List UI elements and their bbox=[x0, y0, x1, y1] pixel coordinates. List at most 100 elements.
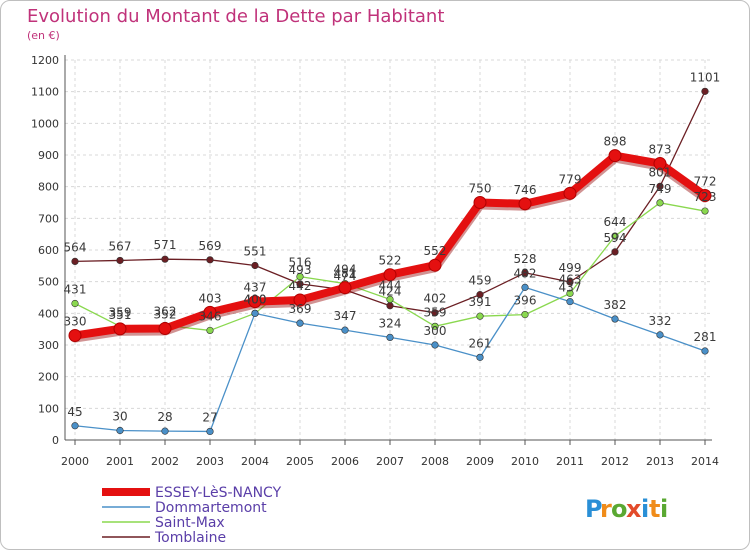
data-label: 474 bbox=[334, 269, 357, 283]
data-label: 898 bbox=[604, 135, 627, 149]
y-tick-label: 100 bbox=[38, 402, 59, 415]
data-point bbox=[521, 283, 529, 291]
data-point bbox=[296, 273, 304, 281]
logo-letter: t bbox=[649, 495, 660, 523]
data-point bbox=[701, 207, 709, 215]
x-tick-label: 2006 bbox=[331, 455, 359, 468]
data-label: 494 bbox=[334, 263, 357, 277]
data-point bbox=[611, 232, 619, 240]
data-point bbox=[161, 427, 169, 435]
data-label: 463 bbox=[559, 272, 582, 286]
logo-letter: x bbox=[626, 495, 642, 523]
data-label: 552 bbox=[424, 244, 447, 258]
data-point bbox=[68, 329, 82, 342]
x-tick-label: 2001 bbox=[106, 455, 134, 468]
chart-title: Evolution du Montant de la Dette par Hab… bbox=[27, 6, 444, 27]
series-layer bbox=[68, 87, 712, 436]
y-tick-label: 400 bbox=[38, 307, 59, 320]
data-point bbox=[116, 426, 124, 435]
y-tick-label: 200 bbox=[38, 371, 59, 384]
data-label: 424 bbox=[379, 285, 402, 299]
data-point bbox=[386, 295, 394, 304]
data-label: 493 bbox=[289, 263, 312, 277]
data-point bbox=[698, 189, 712, 203]
data-label: 723 bbox=[694, 190, 717, 204]
data-point bbox=[566, 289, 574, 297]
data-label: 359 bbox=[109, 305, 132, 319]
legend-label-tomblaine: Tomblaine bbox=[154, 530, 226, 546]
data-point bbox=[71, 299, 79, 308]
data-label: 346 bbox=[199, 309, 222, 323]
data-label: 351 bbox=[109, 308, 132, 322]
data-label: 27 bbox=[202, 410, 217, 424]
proxiti-logo: Pr ox i t i bbox=[585, 495, 668, 523]
x-tick-label: 2007 bbox=[376, 455, 404, 468]
x-tick-label: 2008 bbox=[421, 455, 449, 468]
y-tick-label: 900 bbox=[38, 149, 59, 162]
data-point bbox=[113, 322, 127, 336]
data-label: 551 bbox=[244, 245, 267, 259]
data-point bbox=[473, 196, 487, 209]
x-tick-label: 2011 bbox=[556, 455, 584, 468]
data-point bbox=[656, 199, 664, 207]
data-label: 330 bbox=[64, 315, 87, 329]
data-point bbox=[563, 186, 577, 200]
axes: 0 100 200 300 400 500 600 700 800 900 1000 1100 1200… bbox=[31, 54, 719, 468]
data-label: 444 bbox=[379, 278, 402, 292]
data-label: 369 bbox=[289, 302, 312, 316]
data-label: 400 bbox=[244, 292, 267, 306]
data-label: 528 bbox=[514, 252, 537, 266]
data-label: 481 bbox=[334, 267, 357, 281]
data-label: 569 bbox=[199, 239, 222, 253]
data-point bbox=[386, 302, 394, 310]
logo-letter: o bbox=[611, 495, 628, 523]
data-point bbox=[428, 258, 442, 272]
data-point bbox=[611, 315, 619, 323]
data-label: 261 bbox=[469, 336, 492, 350]
data-label: 437 bbox=[244, 281, 267, 295]
data-label: 400 bbox=[244, 292, 267, 306]
data-point bbox=[653, 157, 667, 171]
data-point bbox=[608, 149, 622, 163]
data-point bbox=[656, 182, 664, 190]
data-label: 352 bbox=[154, 308, 177, 322]
data-point bbox=[116, 256, 124, 265]
data-point bbox=[251, 309, 259, 317]
data-label: 746 bbox=[514, 183, 537, 197]
data-label: 45 bbox=[67, 405, 82, 419]
legend-label-saint-max: Saint-Max bbox=[155, 515, 225, 531]
y-tick-label: 500 bbox=[38, 276, 59, 289]
data-label: 644 bbox=[604, 215, 627, 229]
series-essey-l-s-nancy bbox=[68, 149, 712, 343]
y-unit-label: (en €) bbox=[27, 29, 60, 42]
data-label: 300 bbox=[424, 324, 447, 338]
data-point bbox=[566, 278, 574, 286]
data-point bbox=[431, 322, 439, 330]
data-label: 347 bbox=[334, 309, 357, 323]
data-label: 437 bbox=[559, 281, 582, 295]
data-point bbox=[476, 353, 484, 361]
data-labels: 564 567 571 569 551 493 474 424 402 459 528 499 594 8… bbox=[64, 70, 721, 424]
data-label: 594 bbox=[604, 231, 627, 245]
data-label: 750 bbox=[469, 182, 492, 196]
data-point bbox=[476, 312, 484, 320]
data-label: 779 bbox=[559, 172, 582, 186]
data-point bbox=[701, 87, 709, 95]
data-label: 522 bbox=[379, 254, 402, 268]
y-tick-label: 0 bbox=[52, 434, 59, 447]
data-point bbox=[386, 333, 394, 342]
data-point bbox=[431, 309, 439, 317]
data-label: 567 bbox=[109, 239, 132, 253]
logo-letter: P bbox=[585, 495, 603, 523]
data-point bbox=[656, 331, 664, 339]
y-tick-label: 700 bbox=[38, 212, 59, 225]
data-point bbox=[206, 256, 214, 264]
y-tick-label: 1200 bbox=[31, 54, 59, 67]
data-label: 382 bbox=[604, 298, 627, 312]
y-tick-label: 600 bbox=[38, 244, 59, 257]
x-tick-label: 2005 bbox=[286, 455, 314, 468]
y-tick-label: 800 bbox=[38, 181, 59, 194]
data-point bbox=[476, 291, 484, 299]
legend-label-dommartemont: Dommartemont bbox=[155, 500, 267, 516]
